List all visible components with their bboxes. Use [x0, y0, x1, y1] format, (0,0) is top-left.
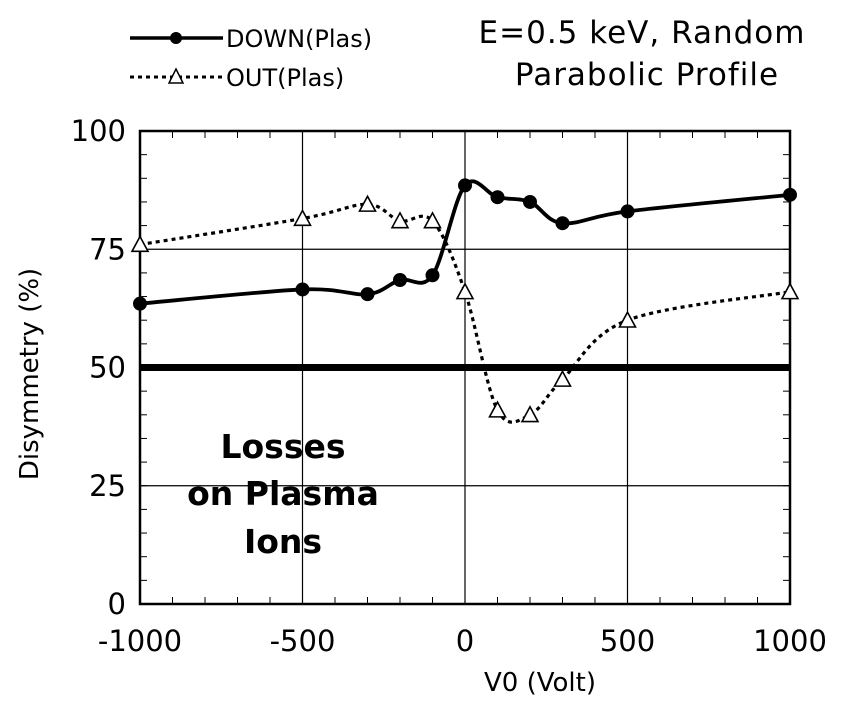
data-point-out: [130, 234, 150, 253]
x-axis-title: V0 (Volt): [484, 668, 596, 698]
legend-marker-down: [170, 32, 182, 44]
x-tick-label: -500: [270, 624, 336, 658]
data-point-down: [783, 187, 797, 202]
annotation-group: Losses on Plasma Ions: [187, 427, 379, 561]
y-tick-label: 0: [108, 587, 126, 621]
annotation-line-1: Losses: [220, 427, 345, 466]
series-line-out: [139, 202, 791, 424]
data-point-out: [390, 211, 410, 229]
data-point-down: [555, 216, 570, 231]
y-tick-label: 75: [89, 232, 126, 266]
data-point-out: [358, 194, 377, 212]
data-point-down: [523, 194, 537, 209]
y-tick-label: 25: [89, 469, 126, 503]
data-point-out: [293, 208, 312, 227]
x-tick-label: 0: [456, 624, 474, 658]
data-point-down: [458, 178, 472, 193]
data-point-out: [423, 211, 442, 229]
data-point-down: [490, 190, 505, 205]
data-point-down: [295, 282, 310, 297]
series-layer: [130, 178, 800, 424]
data-point-out: [455, 282, 475, 300]
data-point-down: [360, 287, 375, 302]
chart-title-line-1: E=0.5 keV, Random: [479, 15, 806, 51]
data-point-down: [133, 296, 147, 311]
legend-label-out: OUT(Plas): [226, 64, 344, 92]
data-point-down: [620, 204, 635, 219]
data-point-out: [520, 405, 540, 423]
legend: DOWN(Plas) OUT(Plas): [130, 25, 372, 92]
y-tick-label: 50: [89, 351, 126, 385]
data-point-down: [425, 268, 440, 283]
ticks-layer: -1000 -500 0 500 1000 0 25 50 75 100: [71, 114, 827, 658]
y-tick-label: 100: [71, 114, 126, 148]
x-tick-label: -1000: [98, 624, 182, 658]
data-point-down: [393, 272, 407, 287]
chart-title-line-2: Parabolic Profile: [515, 57, 779, 93]
legend-label-down: DOWN(Plas): [226, 25, 372, 53]
data-point-out: [553, 369, 572, 387]
data-point-out: [488, 400, 507, 418]
x-tick-label: 500: [600, 624, 655, 658]
data-point-out: [780, 282, 800, 300]
legend-marker-out: [167, 67, 185, 84]
data-point-out: [618, 310, 637, 328]
annotation-line-3: Ions: [244, 522, 322, 561]
x-tick-label: 1000: [753, 624, 827, 658]
y-axis-title: Disymmetry (%): [15, 268, 45, 480]
annotation-line-2: on Plasma: [187, 474, 379, 513]
